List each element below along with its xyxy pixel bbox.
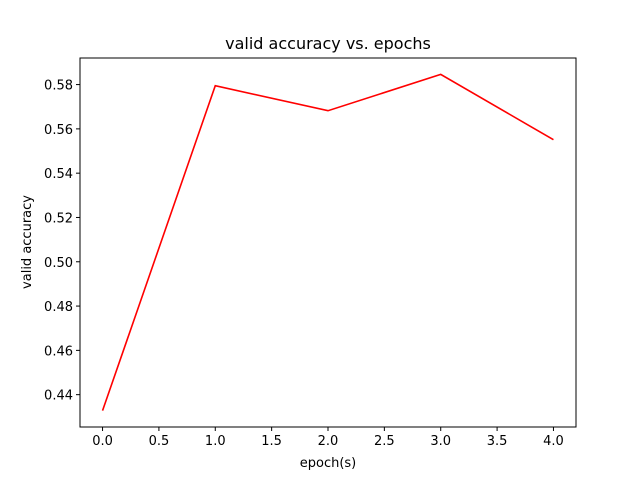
x-tick-label: 2.5 [374, 434, 395, 449]
y-tick-label: 0.56 [44, 123, 73, 138]
x-axis: 0.0 0.5 1.0 1.5 2.0 2.5 3.0 3.5 4.0 [92, 427, 564, 449]
plot-area [79, 57, 577, 428]
y-tick-label: 0.44 [44, 389, 73, 404]
y-tick-label: 0.48 [44, 300, 73, 315]
x-axis-label: epoch(s) [300, 456, 357, 471]
y-tick-label: 0.54 [44, 167, 73, 182]
x-tick-label: 1.5 [261, 434, 282, 449]
x-tick-label: 4.0 [543, 434, 564, 449]
y-tick-label: 0.50 [44, 256, 73, 271]
y-tick-label: 0.52 [44, 211, 73, 226]
x-tick-label: 3.5 [487, 434, 508, 449]
series-line [101, 73, 554, 411]
y-axis: 0.44 0.46 0.48 0.50 0.52 0.54 0.56 0.58 [44, 79, 80, 404]
y-tick-label: 0.46 [44, 344, 73, 359]
x-tick-label: 3.0 [430, 434, 451, 449]
x-tick-label: 1.0 [205, 434, 226, 449]
y-tick-label: 0.58 [44, 79, 73, 94]
y-axis-label: valid accuracy [20, 195, 35, 289]
chart-title: valid accuracy vs. epochs [225, 34, 431, 53]
x-tick-label: 0.5 [149, 434, 170, 449]
x-tick-label: 0.0 [92, 434, 113, 449]
x-tick-label: 2.0 [318, 434, 339, 449]
